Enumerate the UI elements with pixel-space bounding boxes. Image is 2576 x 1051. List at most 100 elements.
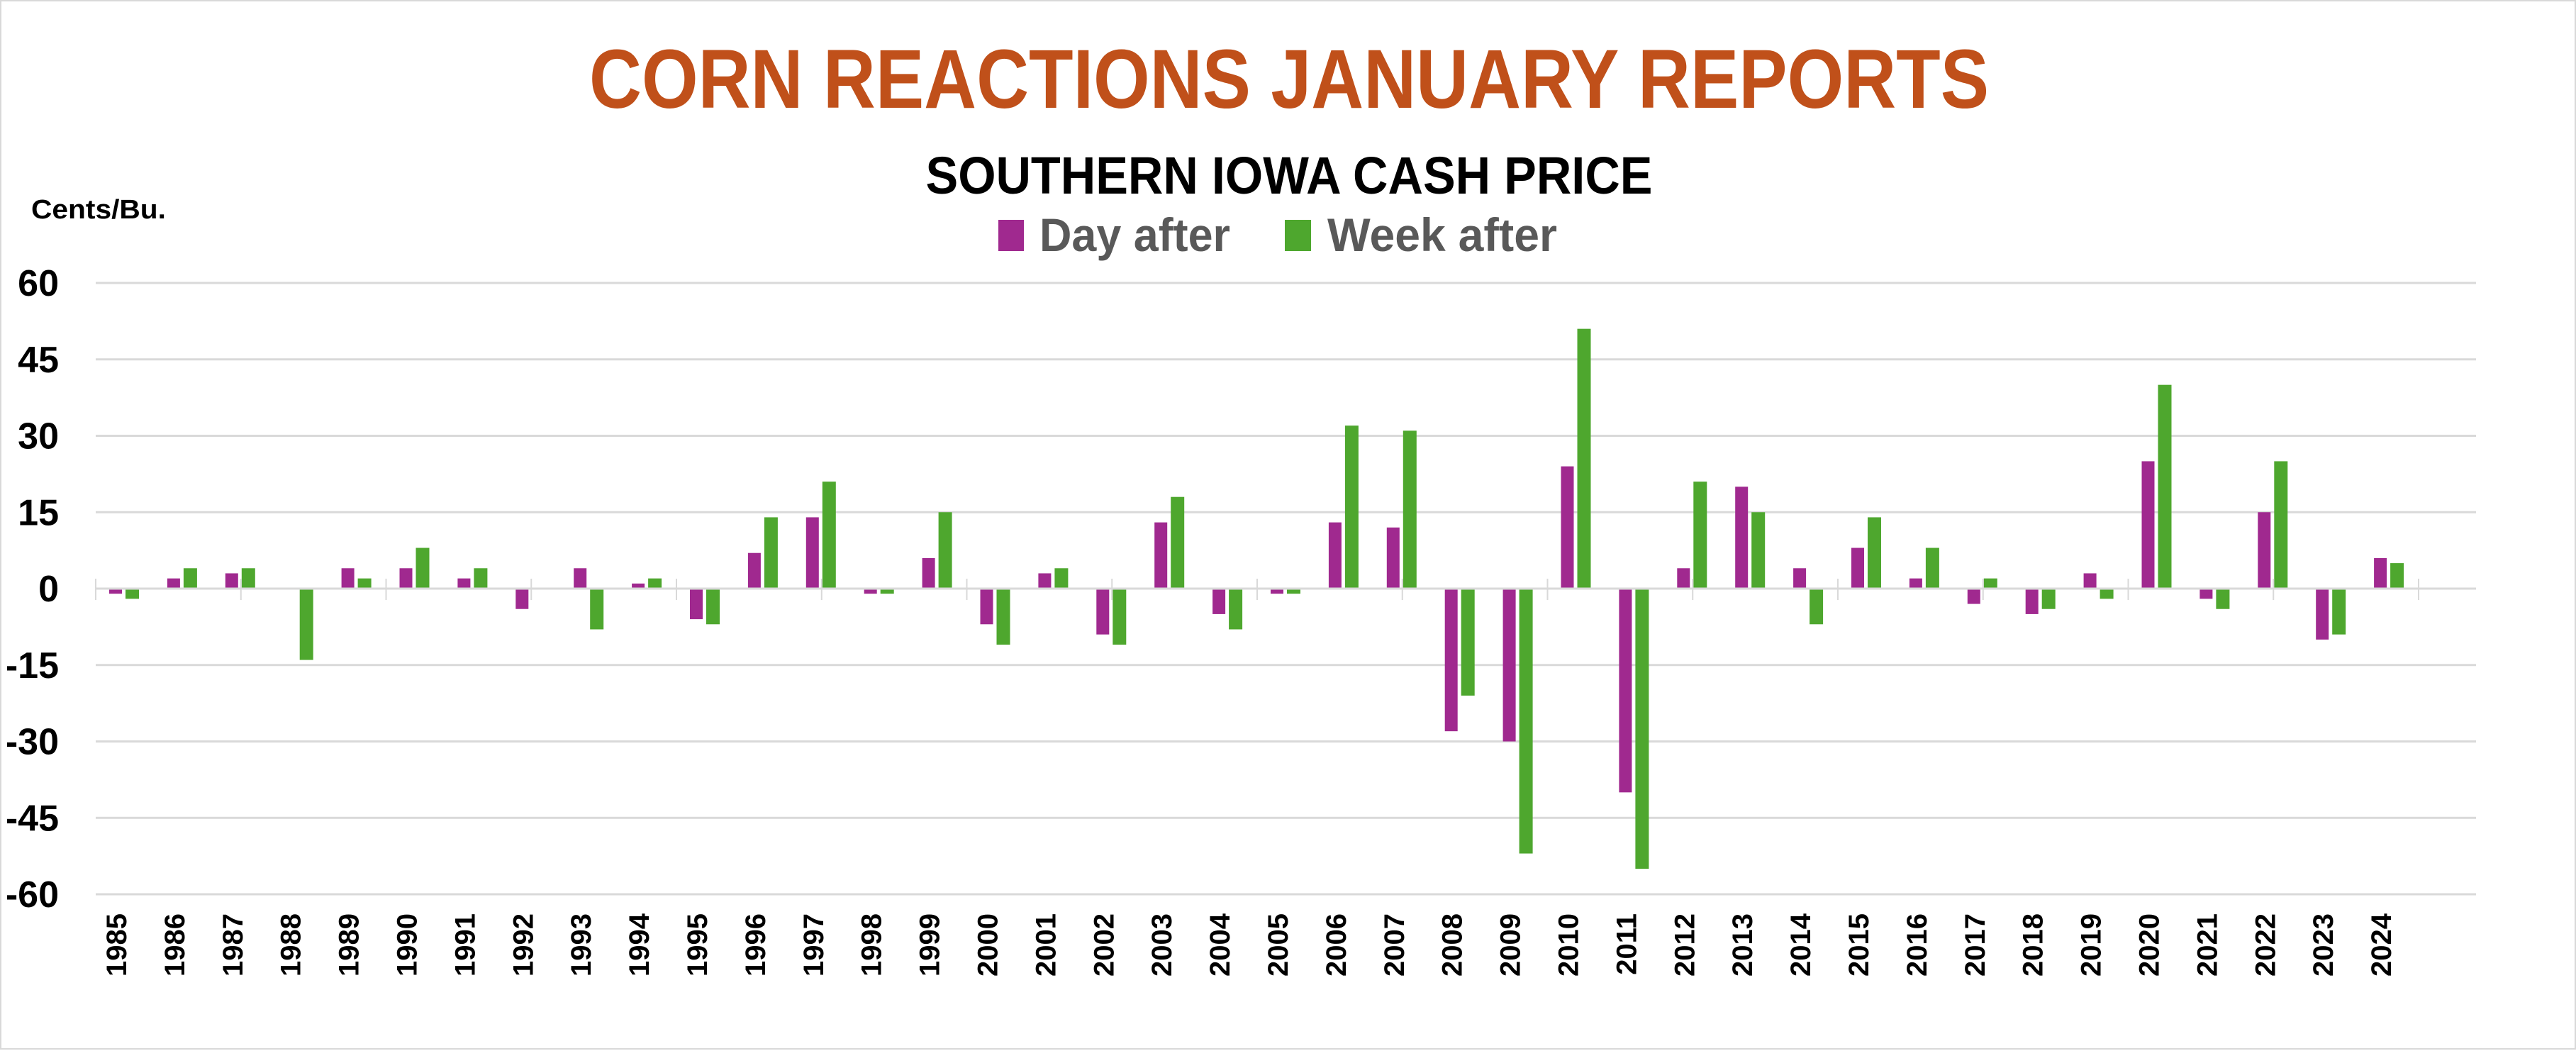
y-tick-label: 15 <box>18 492 59 533</box>
bar-week-after-2001 <box>1054 568 1069 589</box>
x-axis-ticks: 1985 1986 1987 1988 1989 1990 1991 1992 1993 1994… <box>101 913 2397 977</box>
legend-swatch-week-after <box>1285 220 1311 251</box>
x-tick-label: 2008 <box>1437 913 1468 977</box>
bar-day-after-2011 <box>1619 589 1632 793</box>
bar-day-after-2012 <box>1677 568 1690 589</box>
bar-day-after-1992 <box>515 589 529 609</box>
bar-week-after-1989 <box>357 578 372 589</box>
bar-day-after-1991 <box>457 578 471 589</box>
x-tick-label: 1993 <box>566 913 597 977</box>
bar-week-after-1995 <box>706 589 720 625</box>
bar-day-after-2001 <box>1038 573 1052 589</box>
bar-day-after-1987 <box>225 573 238 589</box>
x-tick-label: 2023 <box>2308 913 2339 977</box>
bar-week-after-2008 <box>1461 589 1475 696</box>
bar-week-after-2005 <box>1287 589 1300 594</box>
y-tick-label: 30 <box>18 416 59 457</box>
bar-week-after-1993 <box>590 589 604 630</box>
bar-week-after-1994 <box>648 578 662 589</box>
x-tick-label: 2006 <box>1321 913 1352 977</box>
x-tick-label: 2001 <box>1030 913 1061 977</box>
bar-week-after-2019 <box>2100 589 2114 599</box>
bar-day-after-2007 <box>1386 527 1400 589</box>
x-tick-label: 2002 <box>1088 913 1120 977</box>
bar-week-after-1986 <box>183 568 197 589</box>
bar-week-after-1985 <box>126 589 139 599</box>
x-tick-label: 2019 <box>2076 913 2107 977</box>
x-tick-label: 1991 <box>450 913 481 977</box>
x-tick-label: 2024 <box>2366 913 2397 977</box>
bar-week-after-2022 <box>2274 461 2288 589</box>
legend: Day after Week after <box>998 208 1557 261</box>
x-tick-label: 1994 <box>624 913 655 977</box>
bar-day-after-2006 <box>1328 522 1342 589</box>
bar-day-after-2020 <box>2141 461 2155 589</box>
x-tick-label: 2015 <box>1844 913 1875 977</box>
bar-week-after-1997 <box>822 482 836 589</box>
bar-day-after-2023 <box>2316 589 2329 640</box>
x-tick-label: 2022 <box>2250 913 2281 977</box>
y-tick-label: 45 <box>18 340 59 381</box>
bar-week-after-2013 <box>1751 512 1766 589</box>
bar-day-after-2022 <box>2258 512 2271 589</box>
bar-day-after-1997 <box>805 517 819 589</box>
y-tick-label: -15 <box>6 645 59 686</box>
legend-label-week-after: Week after <box>1327 208 1557 261</box>
x-tick-label: 2009 <box>1495 913 1527 977</box>
bar-day-after-2015 <box>1851 547 1864 589</box>
bar-week-after-2007 <box>1403 430 1417 589</box>
bar-day-after-1995 <box>690 589 703 620</box>
bar-week-after-2004 <box>1229 589 1243 630</box>
x-tick-label: 2021 <box>2192 913 2223 977</box>
bar-week-after-2014 <box>1810 589 1824 625</box>
bar-day-after-2000 <box>980 589 993 625</box>
bar-day-after-2008 <box>1444 589 1458 732</box>
bar-week-after-2020 <box>2158 384 2172 589</box>
bar-day-after-2017 <box>1967 589 1980 604</box>
x-tick-label: 2012 <box>1669 913 1700 977</box>
bar-day-after-2021 <box>2199 589 2213 599</box>
x-tick-label: 1997 <box>798 913 830 977</box>
bar-day-after-2002 <box>1096 589 1110 635</box>
bar-day-after-1989 <box>341 568 355 589</box>
x-tick-label: 2004 <box>1205 913 1236 977</box>
bar-week-after-1990 <box>416 547 430 589</box>
y-tick-label: -30 <box>6 722 59 763</box>
bar-week-after-1996 <box>764 517 778 589</box>
y-axis-unit-label: Cents/Bu. <box>31 195 166 225</box>
bar-week-after-2011 <box>1635 589 1649 869</box>
y-tick-label: -60 <box>6 874 59 916</box>
bar-day-after-2004 <box>1212 589 1226 614</box>
bar-week-after-2023 <box>2332 589 2346 635</box>
bar-day-after-2024 <box>2374 557 2387 589</box>
y-tick-label: -45 <box>6 798 59 839</box>
bar-day-after-2005 <box>1271 589 1283 594</box>
bar-week-after-1999 <box>938 512 952 589</box>
bar-week-after-2024 <box>2390 563 2404 589</box>
bar-week-after-1987 <box>241 568 255 589</box>
x-tick-label: 1998 <box>857 913 888 977</box>
chart-title: CORN REACTIONS JANUARY REPORTS <box>589 33 1989 126</box>
x-tick-label: 1988 <box>276 913 307 977</box>
x-tick-label: 1985 <box>101 913 133 977</box>
legend-swatch-day-after <box>998 220 1024 251</box>
x-tick-label: 2005 <box>1263 913 1294 977</box>
bar-week-after-2015 <box>1868 517 1881 589</box>
bar-week-after-2003 <box>1171 496 1185 589</box>
x-tick-label: 2020 <box>2134 913 2165 977</box>
bar-day-after-1986 <box>167 578 180 589</box>
x-tick-label: 2018 <box>2018 913 2049 977</box>
bar-day-after-2018 <box>2025 589 2039 614</box>
bar-week-after-1998 <box>880 589 894 594</box>
x-tick-label: 2010 <box>1553 913 1584 977</box>
x-tick-label: 1990 <box>391 913 423 977</box>
bar-day-after-1996 <box>747 552 761 589</box>
gridlines <box>96 282 2476 896</box>
x-tick-label: 1989 <box>334 913 365 977</box>
bar-week-after-1991 <box>474 568 488 589</box>
x-tick-label: 2013 <box>1727 913 1758 977</box>
x-tick-label: 2003 <box>1147 913 1178 977</box>
bar-week-after-2017 <box>1983 578 1997 589</box>
